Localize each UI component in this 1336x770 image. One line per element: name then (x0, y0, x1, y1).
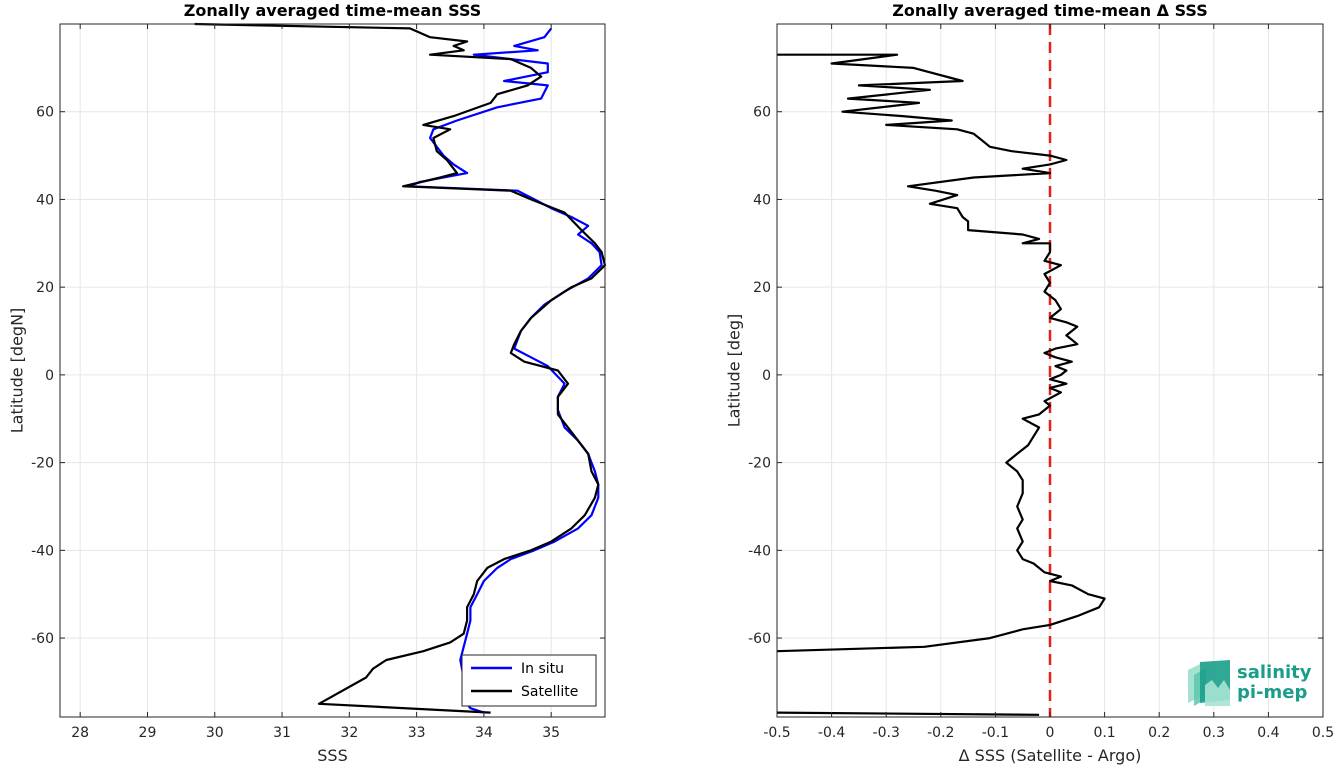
logo-text-salinity: salinity (1237, 662, 1312, 683)
left-xtick-label-6: 34 (475, 725, 493, 741)
right-series-0-line (776, 53, 1106, 653)
logo-icon (1188, 660, 1230, 706)
left-xtick-label-4: 32 (340, 725, 358, 741)
right-ytick-label-0: -60 (748, 631, 771, 647)
right-ytick-label-1: -40 (748, 543, 771, 559)
right-xtick-label-6: 0.1 (1093, 725, 1115, 741)
left-panel: 28 29 30 31 32 33 34 35 -60 -40 -20 0 20 40 60 Zonally … (8, 1, 607, 765)
left-ytick-label-1: -40 (31, 543, 54, 559)
right-xtick-label-5: 0 (1046, 725, 1055, 741)
right-chart-title: Zonally averaged time-mean Δ SSS (892, 1, 1208, 20)
left-y-axis-label: Latitude [degN] (8, 308, 27, 434)
left-xtick-label-3: 31 (273, 725, 291, 741)
left-xtick-label-0: 28 (71, 725, 89, 741)
legend-label-satellite: Satellite (521, 684, 578, 700)
right-x-axis-label: Δ SSS (Satellite - Argo) (959, 746, 1142, 765)
left-xtick-label-7: 35 (542, 725, 560, 741)
right-ytick-label-6: 60 (753, 105, 771, 121)
right-ytick-label-5: 40 (753, 192, 771, 208)
right-xtick-label-3: -0.2 (927, 725, 954, 741)
left-ytick-label-3: 0 (45, 368, 54, 384)
right-xtick-label-1: -0.4 (818, 725, 845, 741)
left-ytick-label-5: 40 (36, 192, 54, 208)
left-xtick-label-5: 33 (408, 725, 426, 741)
right-ytick-label-2: -20 (748, 456, 771, 472)
right-xtick-label-0: -0.5 (763, 725, 790, 741)
left-ytick-label-0: -60 (31, 631, 54, 647)
left-xtick-label-2: 30 (206, 725, 224, 741)
right-ytick-label-3: 0 (762, 368, 771, 384)
right-xtick-label-9: 0.4 (1257, 725, 1279, 741)
right-xtick-label-2: -0.3 (873, 725, 900, 741)
legend: In situ Satellite (461, 654, 597, 707)
left-plot-area (60, 24, 605, 717)
right-ytick-label-4: 20 (753, 280, 771, 296)
left-ytick-label-2: -20 (31, 456, 54, 472)
right-xtick-label-8: 0.3 (1203, 725, 1225, 741)
legend-box (461, 654, 597, 707)
left-chart-title: Zonally averaged time-mean SSS (184, 1, 482, 20)
logo-text-pimep: pi-mep (1237, 682, 1307, 703)
left-xtick-label-1: 29 (139, 725, 157, 741)
left-ytick-label-6: 60 (36, 105, 54, 121)
salinity-pimep-logo: salinity pi-mep (1188, 660, 1312, 706)
right-xtick-label-10: 0.5 (1312, 725, 1334, 741)
right-y-axis-label: Latitude [deg] (725, 314, 744, 428)
legend-label-insitu: In situ (521, 661, 564, 677)
left-ytick-label-4: 20 (36, 280, 54, 296)
left-series-satellite-line (194, 22, 607, 714)
right-panel: -0.5 -0.4 -0.3 -0.2 -0.1 0 0.1 0.2 0.3 0.4 0.5 -60 -… (725, 1, 1335, 765)
left-axes-box (59, 23, 606, 718)
left-x-axis-label: SSS (317, 746, 347, 765)
right-xtick-label-7: 0.2 (1148, 725, 1170, 741)
right-xtick-label-4: -0.1 (982, 725, 1009, 741)
